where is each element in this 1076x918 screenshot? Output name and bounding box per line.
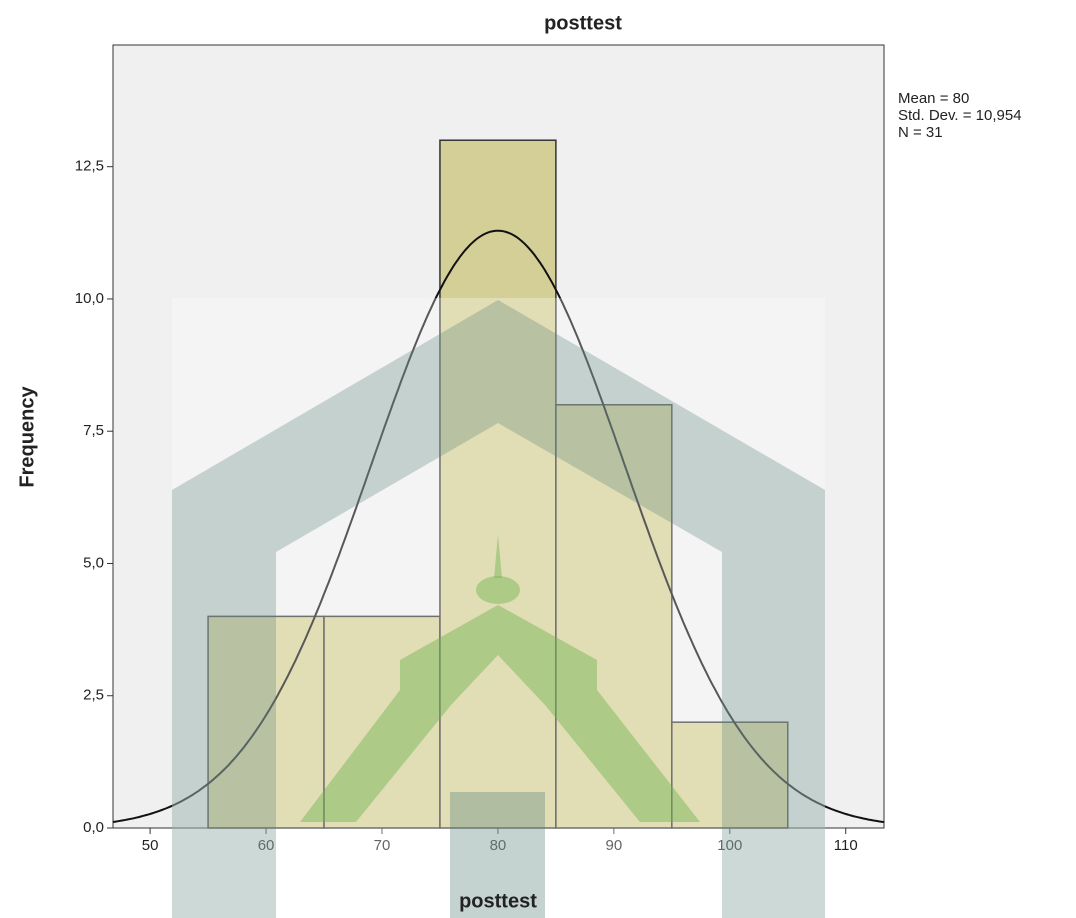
x-tick-label: 60 [258, 837, 275, 854]
x-tick-label: 110 [834, 837, 858, 854]
x-tick-label: 50 [142, 837, 159, 854]
watermark-spire [494, 535, 502, 578]
watermark-roof [172, 300, 825, 918]
bar [671, 721, 789, 829]
stat-label: Mean = 80 [898, 90, 969, 107]
y-tick-label: 0,0 [83, 819, 104, 836]
y-tick-label: 2,5 [83, 687, 104, 704]
bar [439, 139, 557, 829]
watermark-dome [476, 576, 520, 604]
y-tick-label: 12,5 [75, 158, 104, 175]
x-tick-label: 100 [717, 837, 742, 854]
y-tick-label: 5,0 [83, 554, 104, 571]
x-tick-label: 70 [374, 837, 391, 854]
y-tick-label: 10,0 [75, 290, 104, 307]
x-tick-label: 90 [606, 837, 623, 854]
watermark-door [450, 792, 545, 918]
chart-title: posttest [544, 12, 622, 34]
bar [555, 404, 673, 829]
watermark-inner [300, 605, 700, 822]
bar [207, 615, 325, 829]
x-tick-label: 80 [490, 837, 507, 854]
stat-label: Std. Dev. = 10,954 [898, 107, 1022, 124]
y-axis-label: Frequency [16, 386, 38, 488]
watermark [172, 298, 825, 918]
y-tick-label: 7,5 [83, 422, 104, 439]
plot: 0,0 2,5 5,0 7,5 10,0 12,5 50 60 70 80 90 100 110 [75, 139, 885, 854]
normal-curve [112, 229, 885, 824]
watermark-bg [172, 298, 825, 918]
x-axis-label: posttest [459, 890, 537, 912]
stat-label: N = 31 [898, 124, 943, 141]
